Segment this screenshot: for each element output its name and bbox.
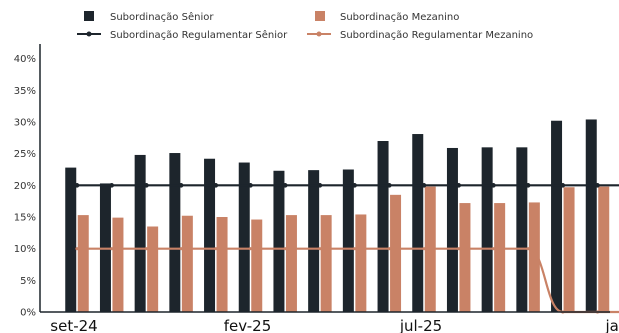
point-reg-mezanino [214, 247, 218, 251]
point-reg-senior [560, 183, 566, 188]
bar-senior [204, 158, 216, 312]
point-reg-mezanino [457, 247, 461, 251]
bar-senior [481, 147, 493, 312]
point-reg-mezanino [526, 247, 530, 251]
bar-senior [342, 169, 354, 312]
lines [74, 183, 619, 314]
point-reg-senior [491, 183, 496, 188]
point-reg-senior [421, 183, 427, 188]
bar-senior [377, 141, 389, 312]
legend-label-reg-senior: Subordinação Regulamentar Sênior [110, 29, 288, 41]
legend-label-mezanino: Subordinação Mezanino [340, 12, 459, 23]
point-reg-mezanino [179, 247, 183, 251]
point-reg-senior [109, 183, 114, 188]
bar-senior [412, 134, 424, 312]
x-tick-label: set-24 [50, 317, 97, 333]
bar-mezanino [459, 203, 471, 312]
y-tick-label: 10% [14, 244, 36, 255]
bar-mezanino [494, 203, 506, 312]
point-reg-mezanino [283, 247, 287, 251]
bar-mezanino [598, 186, 610, 312]
bar-senior [551, 120, 563, 312]
point-reg-senior [178, 183, 184, 188]
bar-senior [238, 162, 250, 312]
legend-label-reg-mezanino: Subordinação Regulamentar Mezanino [340, 30, 533, 41]
point-reg-senior [144, 183, 149, 188]
point-reg-senior [248, 183, 253, 188]
bar-mezanino [77, 215, 89, 312]
legend-label-senior: Subordinação Sênior [110, 11, 214, 23]
bar-mezanino [390, 194, 402, 312]
legend: Subordinação Sênior Subordinação Mezanin… [77, 11, 533, 41]
y-axis: 0% 5% 10% 15% 20% 25% 30% 35% 40% [14, 44, 41, 319]
bar-senior [446, 147, 458, 312]
point-reg-mezanino [110, 247, 114, 251]
point-reg-mezanino [75, 247, 79, 251]
bars [65, 119, 610, 312]
bar-mezanino [216, 217, 228, 312]
legend-marker-reg-senior [86, 31, 92, 37]
bar-senior [516, 147, 528, 312]
bar-mezanino [320, 215, 332, 312]
bar-senior [308, 170, 320, 312]
bar-senior [273, 170, 285, 312]
point-reg-senior [213, 183, 219, 188]
point-reg-senior [317, 183, 323, 188]
legend-swatch-mezanino [315, 11, 325, 21]
y-tick-label: 40% [14, 54, 36, 65]
point-reg-senior [282, 183, 288, 188]
bar-mezanino [112, 217, 124, 312]
bar-mezanino [285, 215, 297, 312]
x-tick-label: fev-25 [224, 317, 271, 333]
bar-mezanino [251, 219, 263, 312]
y-tick-label: 20% [14, 181, 36, 192]
y-tick-label: 30% [14, 118, 36, 129]
y-tick-label: 0% [20, 308, 36, 319]
point-reg-senior [352, 183, 357, 188]
y-tick-label: 35% [14, 86, 36, 97]
y-tick-label: 5% [20, 276, 36, 287]
legend-swatch-senior [84, 11, 94, 21]
point-reg-senior [74, 183, 80, 188]
point-reg-senior [525, 183, 531, 188]
bar-senior [134, 154, 146, 312]
bar-mezanino [528, 202, 540, 312]
point-reg-mezanino [144, 247, 148, 251]
bar-senior [65, 167, 77, 312]
bar-senior [585, 119, 597, 312]
legend-marker-reg-mezanino [316, 31, 322, 37]
x-tick-label: jul-25 [399, 317, 442, 333]
bar-mezanino [181, 215, 193, 312]
point-reg-mezanino [248, 247, 253, 251]
bar-mezanino [355, 214, 367, 312]
point-reg-senior [456, 183, 462, 188]
bar-senior [169, 153, 181, 312]
point-reg-senior [387, 183, 392, 188]
point-reg-mezanino [353, 247, 357, 251]
x-axis: set-24 fev-25 jul-25 jan-26 [40, 311, 619, 333]
bar-mezanino [147, 226, 159, 312]
point-reg-mezanino [422, 247, 426, 251]
point-reg-senior [595, 183, 600, 188]
x-tick-label: jan-26 [605, 317, 619, 333]
point-reg-mezanino [387, 247, 391, 251]
point-reg-mezanino [491, 247, 495, 251]
y-tick-label: 25% [14, 149, 36, 160]
point-reg-mezanino [318, 247, 322, 251]
bar-mezanino [563, 187, 575, 312]
y-tick-label: 15% [14, 213, 36, 224]
